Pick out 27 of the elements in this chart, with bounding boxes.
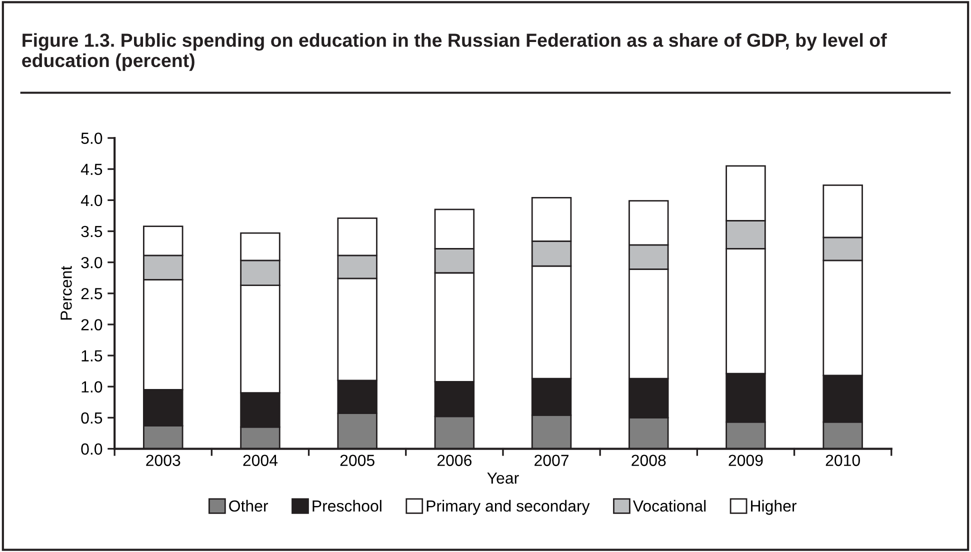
y-tick-label: 5.0 — [81, 132, 102, 144]
y-tick-label: 4.5 — [80, 164, 102, 176]
y-axis-title: Percent — [60, 266, 72, 320]
legend-label: Higher — [751, 500, 797, 515]
x-tick-label: 2004 — [243, 454, 278, 466]
y-tick-label: 2.0 — [81, 319, 102, 330]
x-tick-label: 2003 — [146, 454, 180, 466]
y-tick-label: 2.5 — [81, 288, 102, 300]
y-tick-label: 0.5 — [81, 412, 102, 424]
x-tick-label: 2010 — [826, 454, 860, 466]
y-tick-label: 4.0 — [80, 194, 102, 206]
y-tick-label: 1.5 — [82, 350, 102, 362]
x-axis-title: Year — [487, 472, 519, 484]
chart-title: Figure 1.3. Public spending on education in the Russian Federation as a share of GDP, by level of education (percent) — [22, 33, 887, 71]
y-tick-label: 1.0 — [82, 381, 102, 393]
y-tick-label: 3.0 — [81, 256, 102, 268]
legend-label: Primary and secondary — [426, 500, 590, 515]
y-tick-label: 0.0 — [81, 443, 102, 455]
y-tick-label: 3.5 — [81, 226, 102, 238]
legend-label: Other — [229, 500, 268, 512]
legend-label: Preschool — [312, 500, 382, 512]
legend-label: Vocational — [632, 500, 706, 512]
x-tick-label: 2005 — [340, 454, 374, 466]
x-tick-label: 2009 — [728, 454, 763, 466]
x-tick-label: 2006 — [437, 454, 472, 466]
x-tick-label: 2007 — [534, 454, 568, 466]
x-tick-label: 2008 — [632, 454, 666, 466]
